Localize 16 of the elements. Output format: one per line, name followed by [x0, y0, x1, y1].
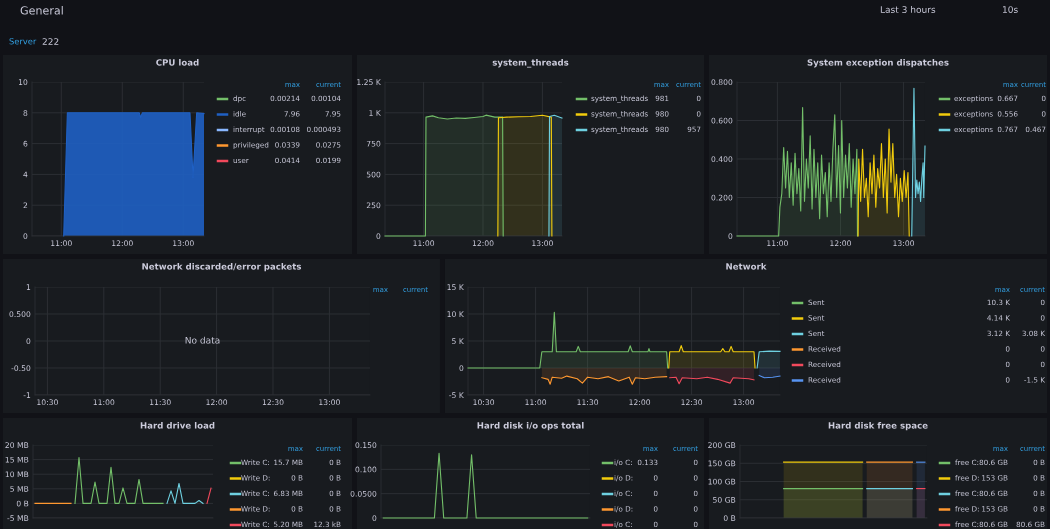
chart-title: Network — [726, 263, 767, 270]
text: 10s — [1002, 6, 1018, 13]
chart-title: system_threads — [492, 59, 569, 68]
chart-title: Hard disk free space — [828, 422, 928, 431]
text: 222 — [42, 38, 59, 45]
chart-title: Hard disk i/o ops total — [477, 422, 584, 431]
line-series — [166, 482, 204, 504]
text: General — [20, 6, 63, 15]
chart-title: System exception dispatches — [807, 59, 949, 68]
chart-title: Network discarded/error packets — [142, 263, 302, 272]
line-series — [74, 457, 164, 504]
text: Server — [9, 38, 37, 45]
chart-title: CPU load — [156, 59, 199, 66]
text: Last 3 hours — [880, 6, 936, 13]
chart-title: Hard drive load — [140, 422, 215, 429]
annotation: No data — [185, 336, 220, 344]
